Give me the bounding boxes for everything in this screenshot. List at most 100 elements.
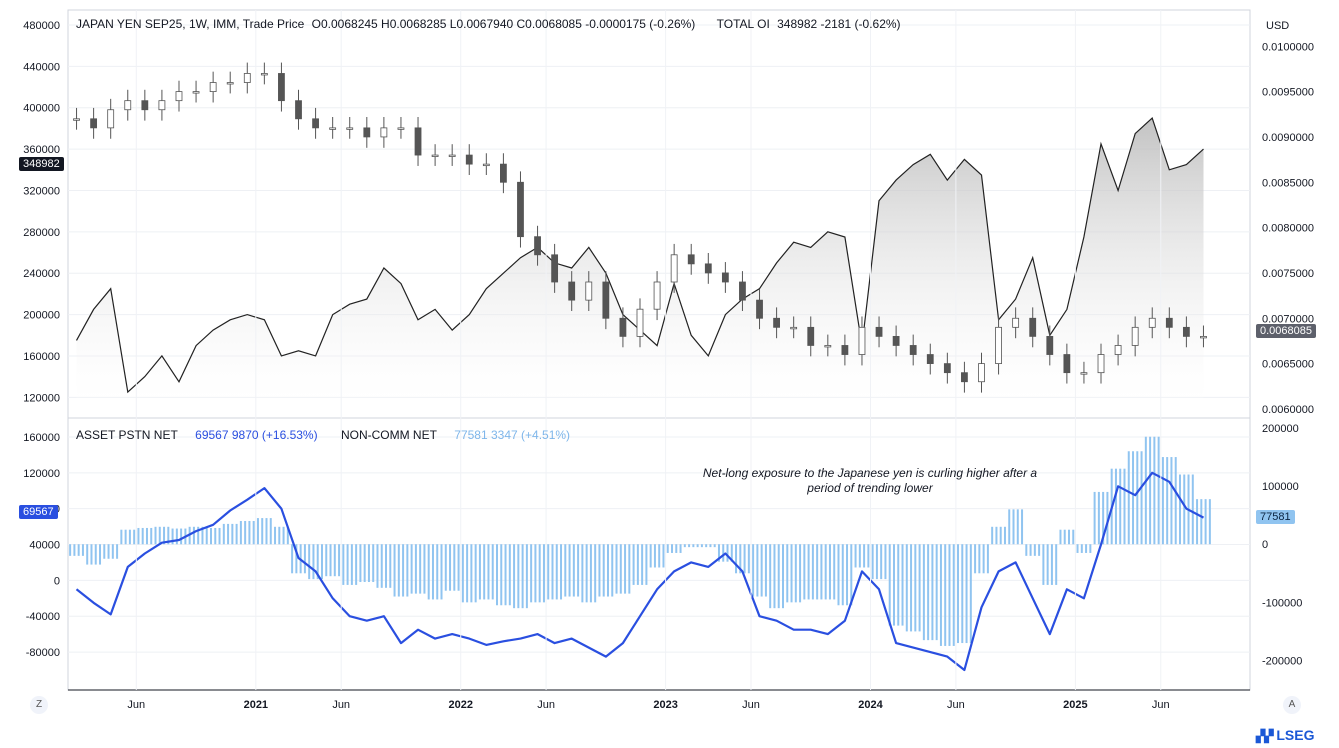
- noncomm-bar: [585, 544, 588, 603]
- noncomm-bar: [944, 544, 947, 646]
- noncomm-bar: [1196, 499, 1199, 545]
- noncomm-bar: [713, 544, 716, 548]
- zoom-button[interactable]: Z: [30, 696, 48, 714]
- noncomm-bar: [880, 544, 883, 580]
- noncomm-bar: [897, 544, 900, 626]
- noncomm-bar: [291, 544, 294, 574]
- asset-label: ASSET PSTN NET: [76, 428, 178, 442]
- candle: [739, 281, 746, 301]
- noncomm-bar: [163, 526, 166, 545]
- noncomm-bar: [666, 544, 669, 553]
- noncomm-bar: [803, 544, 806, 600]
- noncomm-bar: [312, 544, 315, 580]
- noncomm-bar: [466, 544, 469, 603]
- noncomm-bar: [807, 544, 810, 600]
- candle: [158, 100, 166, 111]
- noncomm-bar: [376, 544, 379, 588]
- noncomm-bar: [986, 544, 989, 574]
- noncomm-bar: [372, 544, 375, 583]
- noncomm-bar: [470, 544, 473, 603]
- noncomm-bar: [205, 527, 208, 545]
- candle: [807, 326, 815, 346]
- noncomm-bar: [141, 527, 144, 545]
- candle: [704, 263, 712, 274]
- candle: [841, 345, 849, 355]
- noncomm-bar: [154, 526, 157, 545]
- noncomm-bar: [410, 544, 413, 594]
- candle: [260, 73, 268, 76]
- candle: [670, 254, 678, 283]
- x-tick-label: 2022: [448, 699, 472, 711]
- noncomm-bar: [679, 544, 682, 553]
- noncomm-bar: [799, 544, 802, 603]
- noncomm-bar: [329, 544, 332, 577]
- noncomm-bar: [662, 544, 665, 568]
- noncomm-bar: [393, 544, 396, 597]
- y-tick-right: 0.0080000: [1262, 223, 1314, 235]
- auto-scale-button[interactable]: A: [1283, 696, 1301, 714]
- noncomm-bar: [974, 544, 977, 574]
- noncomm-bar: [747, 544, 750, 574]
- asset-tag: 69567: [19, 505, 58, 519]
- noncomm-bar: [359, 544, 362, 583]
- y-tick-left: 160000: [23, 351, 60, 363]
- candle: [875, 326, 883, 337]
- candle: [824, 345, 832, 348]
- noncomm-bar: [90, 544, 93, 565]
- noncomm-bar: [735, 544, 738, 574]
- y-tick-left: 320000: [23, 185, 60, 197]
- noncomm-bar: [786, 544, 789, 603]
- candle: [209, 82, 217, 92]
- noncomm-bar: [171, 528, 174, 545]
- noncomm-bar: [116, 544, 119, 559]
- noncomm-bar: [461, 544, 464, 603]
- noncomm-bar: [231, 523, 234, 545]
- noncomm-bar: [828, 544, 831, 600]
- noncomm-bar: [77, 544, 80, 556]
- noncomm-bar: [910, 544, 913, 632]
- x-tick-label: Jun: [1152, 699, 1170, 711]
- x-tick-label: Jun: [332, 699, 350, 711]
- noncomm-bar: [957, 544, 960, 644]
- candle: [175, 91, 183, 102]
- noncomm-bar: [1050, 544, 1053, 585]
- brand-logo: ▞▞ LSEG: [1256, 727, 1314, 743]
- noncomm-bar: [918, 544, 921, 632]
- oi-price-tag: 348982: [19, 157, 64, 171]
- noncomm-bar: [69, 544, 72, 556]
- noncomm-bar: [192, 526, 195, 545]
- price-header: JAPAN YEN SEP25, 1W, IMM, Trade Price O0…: [76, 17, 905, 31]
- noncomm-bar: [487, 544, 490, 600]
- noncomm-bar: [278, 526, 281, 545]
- noncomm-bar: [538, 544, 541, 603]
- chart-annotation: Net-long exposure to the Japanese yen is…: [702, 466, 1038, 495]
- noncomm-bar: [1161, 457, 1164, 545]
- y-tick-left: 200000: [23, 310, 60, 322]
- noncomm-bar: [1136, 451, 1139, 545]
- noncomm-bar: [1170, 457, 1173, 545]
- noncomm-bar: [1114, 468, 1117, 545]
- candle: [858, 326, 866, 355]
- candle: [517, 181, 524, 238]
- noncomm-bar: [730, 544, 733, 562]
- currency-label[interactable]: USD: [1266, 20, 1290, 32]
- noncomm-bar: [999, 526, 1002, 545]
- candle: [1131, 326, 1139, 346]
- noncomm-bar: [423, 544, 426, 594]
- candle: [892, 335, 900, 346]
- candle: [312, 118, 319, 129]
- noncomm-bar: [555, 544, 558, 600]
- noncomm-bar: [474, 544, 477, 603]
- noncomm-bar: [688, 544, 691, 548]
- noncomm-bar: [982, 544, 985, 574]
- noncomm-bar: [811, 544, 814, 600]
- y-tick-right: -100000: [1262, 597, 1302, 609]
- noncomm-bar: [1072, 529, 1075, 545]
- noncomm-bar: [1021, 509, 1024, 545]
- symbol-label: JAPAN YEN SEP25, 1W, IMM, Trade Price: [76, 17, 305, 31]
- y-tick-left: -80000: [26, 647, 60, 659]
- noncomm-bar: [367, 544, 370, 583]
- noncomm-bar: [726, 544, 729, 562]
- noncomm-bar: [867, 544, 870, 568]
